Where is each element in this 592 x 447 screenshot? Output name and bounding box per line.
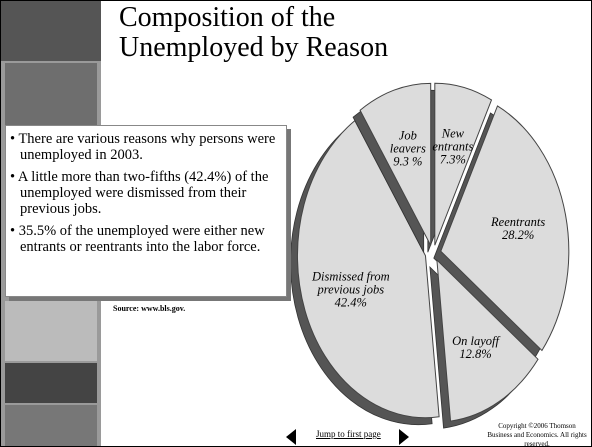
- slice-label: On layoff 12.8%: [448, 333, 503, 361]
- jump-link[interactable]: Jump to first page: [316, 429, 381, 439]
- bullet: • 35.5% of the unemployed were either ne…: [10, 223, 265, 255]
- category-label: Reentrants: [491, 214, 546, 229]
- slice: [296, 119, 440, 419]
- slice-label: Dismissed from previous jobs 42.4%: [296, 270, 406, 309]
- category-label: Dismissed from previous jobs: [311, 269, 390, 297]
- bullet: • A little more than two-fifths (42.4%) …: [10, 169, 269, 217]
- copyright: Copyright ©2006 Thomson Business and Eco…: [487, 422, 587, 447]
- slice: [359, 82, 432, 246]
- category-label: On layoff: [452, 333, 499, 348]
- slice: [440, 105, 570, 352]
- slice: [436, 258, 539, 422]
- bullet-box: • There are various reasons why persons …: [5, 125, 287, 297]
- source: Source: www.bls.gov.: [113, 304, 186, 313]
- slice: [434, 82, 493, 246]
- value-label: 9.3 %: [393, 154, 423, 169]
- value-label: 12.8%: [459, 346, 492, 361]
- value-label: 42.4%: [334, 295, 367, 310]
- value-label: 7.3%: [439, 152, 466, 167]
- slice-label: Job leavers 9.3 %: [380, 128, 435, 169]
- value-label: 28.2%: [501, 227, 535, 242]
- bullet-dot: •: [10, 131, 19, 147]
- category-label: Job leavers: [389, 128, 426, 156]
- slice-label: New entrants 7.3%: [425, 126, 480, 167]
- bullet: • There are various reasons why persons …: [10, 131, 276, 163]
- bullet-dot: •: [10, 223, 19, 239]
- chart-title: Composition of the Unemployed by Reason: [119, 2, 389, 63]
- bullet-dot: •: [10, 169, 18, 185]
- slice-label: Reentrants 28.2%: [463, 214, 573, 242]
- category-label: New entrants: [432, 126, 474, 154]
